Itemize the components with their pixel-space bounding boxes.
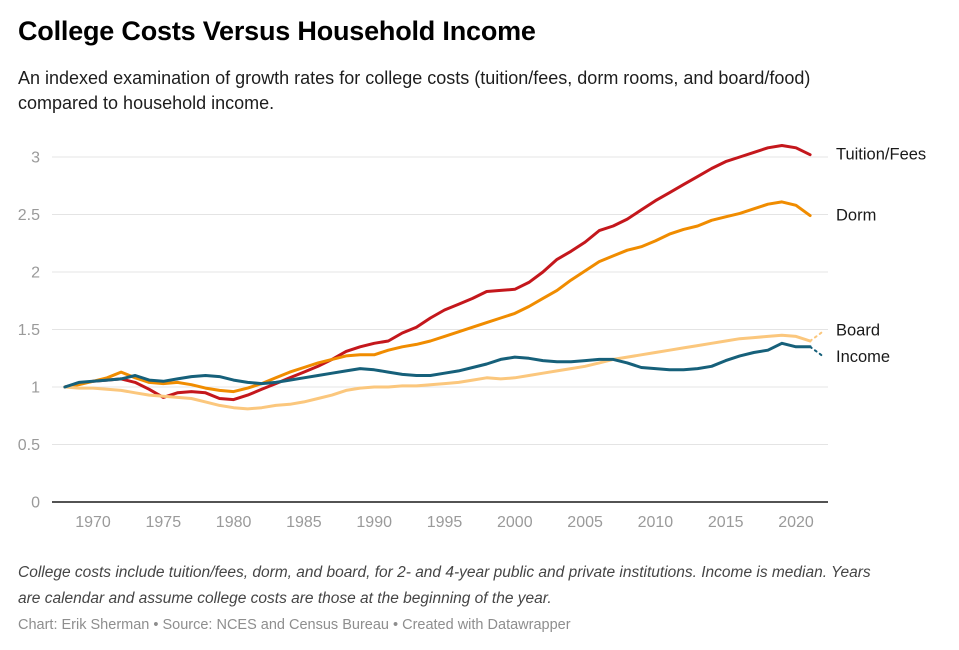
chart-title: College Costs Versus Household Income xyxy=(18,16,536,46)
series-line-dorm[interactable] xyxy=(63,200,812,394)
x-tick-label-2000: 2000 xyxy=(497,514,533,531)
series-line-board[interactable] xyxy=(63,333,812,411)
x-tick-label-2020: 2020 xyxy=(778,514,814,531)
series-label-board: Board xyxy=(836,322,880,340)
series-projection-board xyxy=(809,329,826,342)
series-label-income: Income xyxy=(836,348,890,366)
y-tick-label-2: 2 xyxy=(31,265,40,282)
series-line-tuition-fees[interactable] xyxy=(63,144,812,402)
chart-subtitle: An indexed examination of growth rates f… xyxy=(18,68,811,113)
x-tick-label-2010: 2010 xyxy=(638,514,674,531)
series-projection-income xyxy=(809,345,826,359)
series-line-income[interactable] xyxy=(63,341,812,389)
y-tick-label-3: 3 xyxy=(31,150,40,167)
x-tick-label-2005: 2005 xyxy=(567,514,603,531)
x-tick-label-1975: 1975 xyxy=(146,514,182,531)
x-tick-label-2015: 2015 xyxy=(708,514,744,531)
y-tick-label-1.5: 1.5 xyxy=(18,322,40,339)
x-tick-label-1980: 1980 xyxy=(216,514,252,531)
y-tick-label-2.5: 2.5 xyxy=(18,207,40,224)
x-tick-label-1995: 1995 xyxy=(427,514,463,531)
series-label-tuition-fees: Tuition/Fees xyxy=(836,146,926,164)
y-tick-label-1: 1 xyxy=(31,380,40,397)
y-tick-label-0: 0 xyxy=(31,495,40,512)
y-tick-label-0.5: 0.5 xyxy=(18,437,40,454)
chart-byline: Chart: Erik Sherman • Source: NCES and C… xyxy=(18,617,571,633)
x-tick-label-1970: 1970 xyxy=(75,514,111,531)
x-tick-label-1985: 1985 xyxy=(286,514,322,531)
series-label-dorm: Dorm xyxy=(836,207,876,225)
chart-notes: College costs include tuition/fees, dorm… xyxy=(18,564,871,607)
x-tick-label-1990: 1990 xyxy=(356,514,392,531)
